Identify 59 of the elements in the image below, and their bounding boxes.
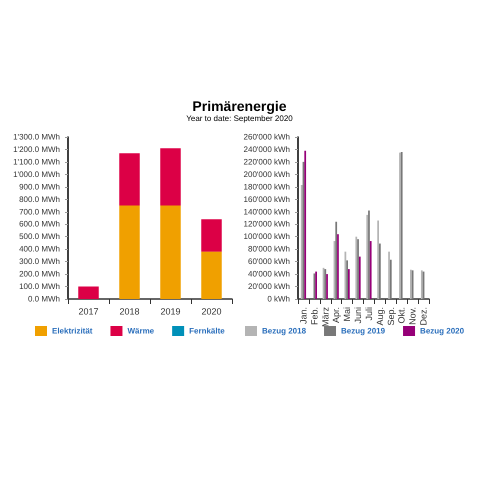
y-tick-label: 160'000 kWh <box>244 194 290 204</box>
x-tick-label: 2019 <box>160 306 181 316</box>
y-tick-label: 900.0 MWh <box>19 182 60 192</box>
x-tick-label: Juni <box>353 307 364 324</box>
x-tick-label: Okt. <box>396 307 407 324</box>
y-tick-label: 260'000 kWh <box>244 132 290 142</box>
legend-label: Wärme <box>127 326 155 336</box>
chart-title: Primärenergie <box>191 98 288 114</box>
y-tick-label: 20'000 kWh <box>248 282 290 292</box>
x-tick-label: Feb. <box>309 307 320 326</box>
legend-label: Elektrizität <box>52 326 93 336</box>
y-tick-label: 0 kWh <box>267 294 290 304</box>
y-tick-label: 140'000 kWh <box>244 207 290 216</box>
bar <box>119 153 140 206</box>
x-tick-label: 2017 <box>78 306 99 316</box>
x-tick-label: Sep. <box>386 307 396 326</box>
y-tick-label: 200'000 kWh <box>244 170 290 179</box>
x-tick-label: Mai <box>342 307 352 322</box>
x-tick-label: Juli <box>364 307 374 321</box>
y-tick-label: 1'200.0 MWh <box>13 144 60 154</box>
bar <box>201 219 222 252</box>
x-tick-label: Jan. <box>298 307 308 324</box>
y-tick-label: 100.0 MWh <box>19 282 60 292</box>
y-tick-label: 600.0 MWh <box>19 220 60 229</box>
x-tick-label: Dez. <box>418 307 429 326</box>
x-tick-label: Apr. <box>331 307 342 324</box>
y-tick-label: 800.0 MWh <box>19 194 60 204</box>
x-tick-label: März <box>320 306 330 327</box>
bar <box>119 206 140 299</box>
legend-label: Fernkälte <box>189 326 226 336</box>
legend-label: Bezug 2018 <box>262 326 307 336</box>
y-tick-label: 100'000 kWh <box>244 232 290 242</box>
y-tick-label: 200.0 MWh <box>19 270 60 279</box>
y-tick-label: 0.0 MWh <box>28 294 60 304</box>
y-tick-label: 80'000 kWh <box>248 244 290 254</box>
y-tick-label: 1'000.0 MWh <box>13 170 60 179</box>
bar <box>201 252 222 299</box>
y-tick-label: 220'000 kWh <box>244 157 290 166</box>
y-tick-label: 240'000 kWh <box>244 144 290 154</box>
bar <box>78 286 99 299</box>
bar <box>160 206 181 299</box>
y-tick-label: 500.0 MWh <box>19 232 60 242</box>
y-tick-label: 60'000 kWh <box>248 257 290 266</box>
y-tick-label: 1'100.0 MWh <box>13 157 60 166</box>
y-tick-label: 40'000 kWh <box>248 270 290 279</box>
y-tick-label: 1'300.0 MWh <box>13 132 60 142</box>
y-tick-label: 180'000 kWh <box>244 182 290 192</box>
bar <box>160 148 181 206</box>
y-tick-label: 400.0 MWh <box>19 244 60 254</box>
x-tick-label: 2018 <box>119 306 140 316</box>
y-tick-label: 120'000 kWh <box>244 220 290 229</box>
legend-label: Bezug 2020 <box>420 326 465 336</box>
legend-label: Bezug 2019 <box>341 326 386 336</box>
y-tick-label: 700.0 MWh <box>19 207 60 216</box>
x-tick-label: 2020 <box>201 306 222 316</box>
x-tick-label: Aug. <box>374 307 385 326</box>
x-tick-label: Nov. <box>408 307 418 325</box>
y-tick-label: 300.0 MWh <box>19 257 60 266</box>
chart-subtitle: Year to date: September 2020 <box>185 114 294 123</box>
